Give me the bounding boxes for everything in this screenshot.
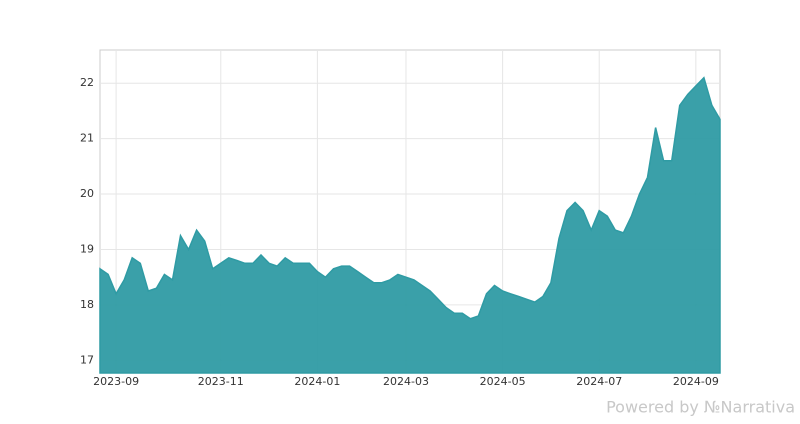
y-tick-label: 18	[80, 298, 94, 311]
x-tick-label: 2024-05	[480, 375, 526, 388]
area	[99, 76, 721, 374]
x-tick-label: 2024-01	[294, 375, 340, 388]
x-tick-label: 2024-07	[576, 375, 622, 388]
watermark: Powered by №Narrativa	[606, 398, 795, 417]
x-tick-label: 2023-09	[93, 375, 139, 388]
x-tick-label: 2024-03	[383, 375, 429, 388]
y-tick-label: 19	[80, 242, 94, 255]
y-tick-label: 22	[80, 76, 94, 89]
y-tick-label: 20	[80, 187, 94, 200]
y-tick-label: 21	[80, 132, 94, 145]
x-tick-label: 2023-11	[198, 375, 244, 388]
y-tick-label: 17	[80, 353, 94, 366]
x-tick-label: 2024-09	[673, 375, 719, 388]
